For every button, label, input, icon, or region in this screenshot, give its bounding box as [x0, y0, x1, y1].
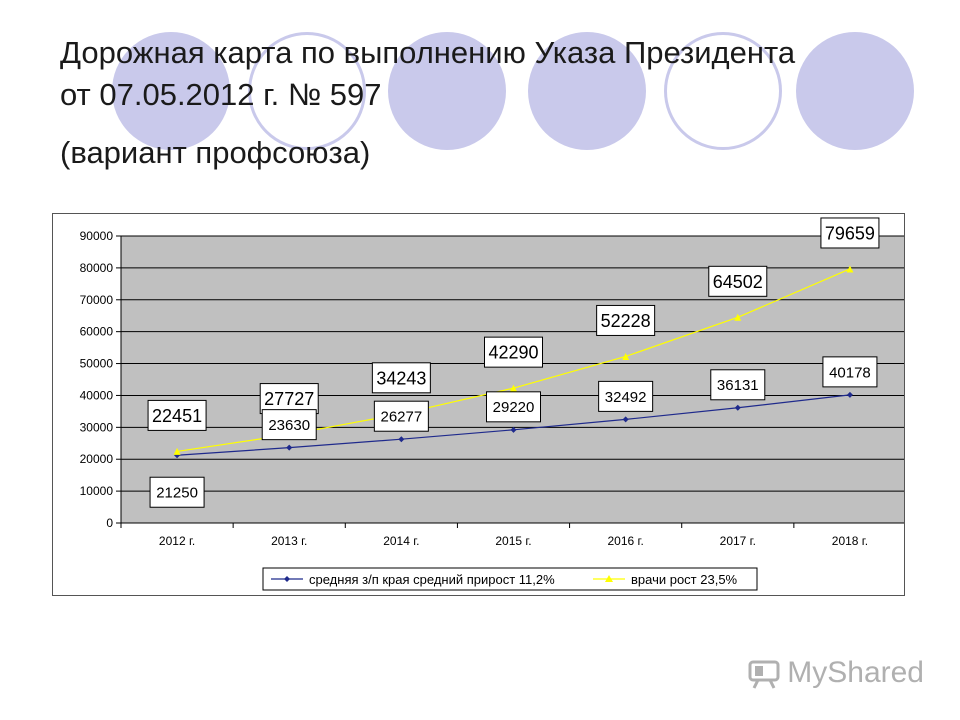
legend-label-doctors: врачи рост 23,5%	[631, 572, 738, 587]
point-doctors	[846, 265, 854, 273]
data-label-average-salary: 21250	[156, 485, 198, 502]
x-tick-label: 2018 г.	[832, 534, 868, 548]
data-label-average-salary: 29220	[493, 399, 535, 416]
y-tick-label: 60000	[80, 325, 114, 339]
data-label-average-salary: 26277	[380, 409, 422, 426]
data-label-average-salary-box	[486, 391, 541, 423]
x-tick-label: 2015 г.	[495, 534, 531, 548]
data-label-average-salary-box	[149, 476, 205, 508]
data-label-average-salary: 36131	[717, 377, 759, 394]
legend-box	[262, 567, 758, 591]
data-label-doctors-box	[596, 304, 656, 336]
data-label-doctors: 34243	[376, 368, 426, 388]
data-label-doctors: 64502	[713, 272, 763, 292]
data-label-average-salary-box	[373, 400, 429, 432]
y-tick-label: 90000	[80, 229, 114, 243]
data-label-doctors-box	[371, 362, 431, 394]
point-doctors	[173, 447, 181, 455]
data-label-average-salary: 40178	[829, 364, 871, 381]
data-label-doctors-box	[147, 399, 207, 431]
y-tick-label: 30000	[80, 420, 114, 434]
y-tick-label: 10000	[80, 484, 114, 498]
x-tick-label: 2013 г.	[271, 534, 307, 548]
data-label-doctors: 22451	[152, 406, 202, 426]
projector-icon	[748, 660, 780, 689]
watermark-text: MyShared	[787, 656, 924, 689]
data-label-doctors: 79659	[825, 223, 875, 243]
slide-subtitle: (вариант профсоюза)	[60, 135, 371, 170]
chart-frame: 0 10000 20000 30000 40000 50000 60000 70000 8000…	[52, 213, 905, 596]
point-doctors	[510, 384, 517, 392]
decor-circle-5	[664, 32, 782, 150]
data-label-average-salary-box	[822, 356, 878, 388]
point-average-salary	[846, 391, 853, 398]
point-average-salary	[734, 404, 741, 411]
y-tick-label: 70000	[80, 293, 114, 307]
x-tick-label: 2014 г.	[383, 534, 419, 548]
data-label-average-salary: 23630	[268, 417, 310, 434]
point-average-salary	[398, 436, 405, 443]
decor-circle-6	[796, 32, 914, 150]
x-tick-label: 2012 г.	[159, 534, 195, 548]
data-label-average-salary: 32492	[605, 389, 647, 406]
decor-circle-4	[528, 32, 646, 150]
data-label-average-salary-box	[598, 380, 654, 412]
point-doctors	[622, 352, 630, 360]
data-label-doctors-box	[484, 336, 543, 368]
legend-marker-average-salary	[284, 576, 290, 582]
decor-circle-3	[388, 32, 506, 150]
line-chart: 0 10000 20000 30000 40000 50000 60000 70000 8000…	[80, 217, 904, 591]
y-tick-label: 0	[106, 516, 113, 530]
y-tick-label: 50000	[80, 357, 114, 371]
point-average-salary	[622, 416, 629, 423]
legend-label-average-salary: средняя з/п края средний прирост 11,2%	[309, 572, 555, 587]
point-doctors	[734, 313, 742, 321]
x-tick-label: 2017 г.	[720, 534, 756, 548]
legend-marker-doctors	[605, 575, 613, 582]
data-label-average-salary-box	[261, 409, 317, 441]
data-label-doctors-box	[820, 217, 880, 249]
x-tick-label: 2016 г.	[608, 534, 644, 548]
point-average-salary	[286, 444, 293, 451]
data-label-doctors-box	[259, 383, 319, 415]
data-label-doctors: 42290	[488, 343, 538, 363]
y-tick-label: 80000	[80, 261, 114, 275]
data-label-average-salary-box	[710, 369, 766, 401]
watermark: MyShared	[747, 656, 924, 690]
point-average-salary	[510, 426, 517, 433]
decor-circle-2	[248, 32, 366, 150]
plot-area	[120, 235, 904, 524]
decor-circle-1	[112, 32, 230, 150]
slide-title: Дорожная карта по выполнению Указа Прези…	[60, 35, 796, 112]
data-label-doctors: 52228	[601, 311, 651, 331]
y-tick-label: 20000	[80, 452, 114, 466]
data-label-doctors: 27727	[264, 389, 314, 409]
y-tick-label: 40000	[80, 388, 114, 402]
data-label-doctors-box	[708, 265, 768, 297]
